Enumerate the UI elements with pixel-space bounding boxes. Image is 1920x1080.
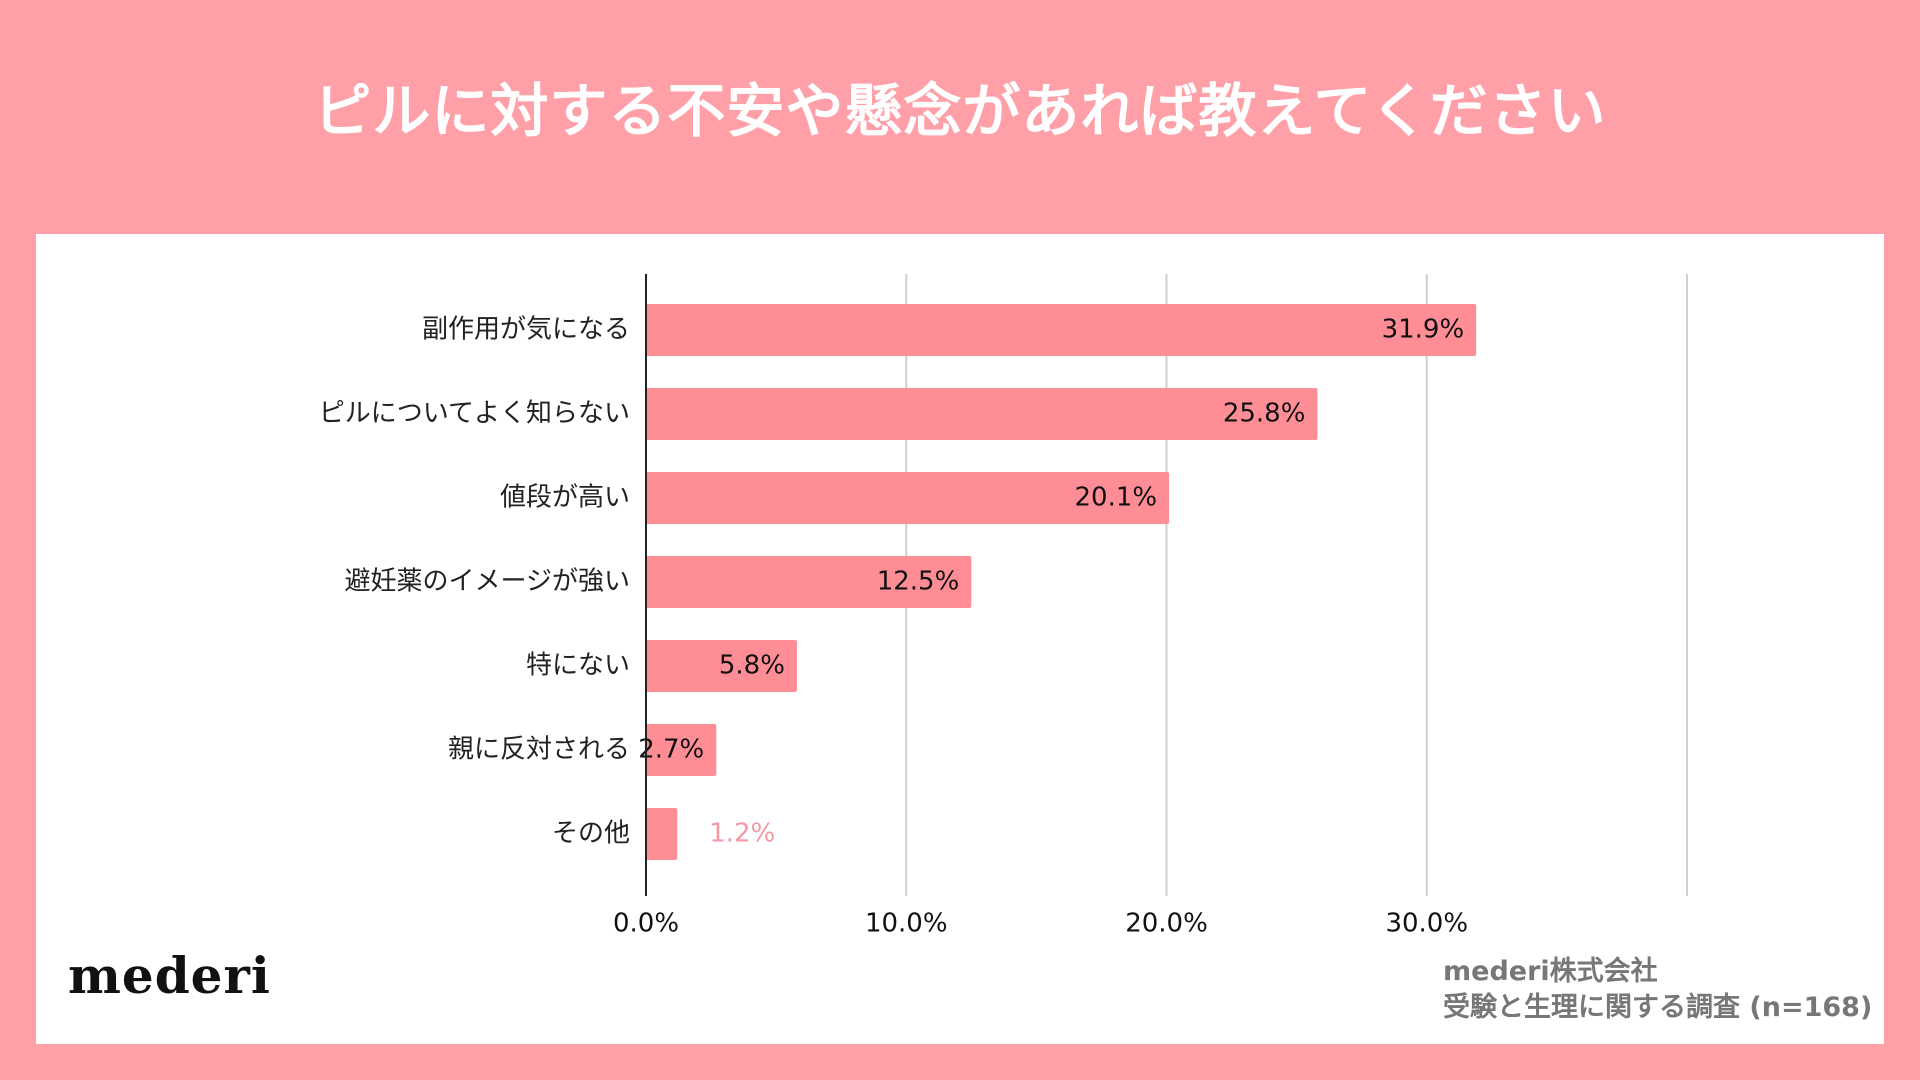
data-label-3: 12.5% (877, 567, 960, 597)
bar-chart: 副作用が気になる 31.9% ピルについてよく知らない 25.8% 値段が高い 20.1%… (319, 274, 1688, 939)
bar-5 (646, 724, 717, 776)
category-label-2: 値段が高い (500, 483, 630, 513)
data-label-1: 25.8% (1223, 399, 1306, 429)
chart-title: ピルに対する不安や懸念があれば教えてください (313, 77, 1607, 145)
data-label-6: 1.2% (709, 819, 775, 849)
x-tick-label-2: 20.0% (1125, 909, 1208, 939)
brand-logo: mederi (68, 946, 271, 1005)
bar-0 (646, 304, 1477, 356)
survey-credits: mederi株式会社 受験と生理に関する調査 (n=168) (1443, 954, 1872, 1027)
credit-survey: 受験と生理に関する調査 (n=168) (1443, 992, 1873, 1024)
data-label-4: 5.8% (719, 651, 785, 681)
bar-4 (646, 640, 797, 692)
category-label-1: ピルについてよく知らない (319, 399, 630, 429)
category-label-0: 副作用が気になる (422, 315, 630, 345)
bar-2 (646, 472, 1170, 524)
credit-company: mederi株式会社 (1443, 956, 1658, 987)
x-tick-label-3: 30.0% (1385, 909, 1468, 939)
data-label-5: 2.7% (638, 735, 704, 765)
category-label-6: その他 (552, 819, 630, 849)
x-tick-label-0: 0.0% (613, 909, 679, 939)
category-label-4: 特にない (526, 651, 630, 681)
chart-panel: 副作用が気になる 31.9% ピルについてよく知らない 25.8% 値段が高い 20.1%… (36, 234, 1884, 1044)
data-label-0: 31.9% (1382, 315, 1465, 345)
data-label-2: 20.1% (1074, 483, 1157, 513)
category-label-3: 避妊薬のイメージが強い (345, 567, 630, 597)
bar-6 (646, 808, 678, 860)
bar-1 (646, 388, 1318, 440)
category-label-5: 親に反対される (448, 735, 630, 765)
x-tick-label-1: 10.0% (865, 909, 948, 939)
bar-3 (646, 556, 972, 608)
